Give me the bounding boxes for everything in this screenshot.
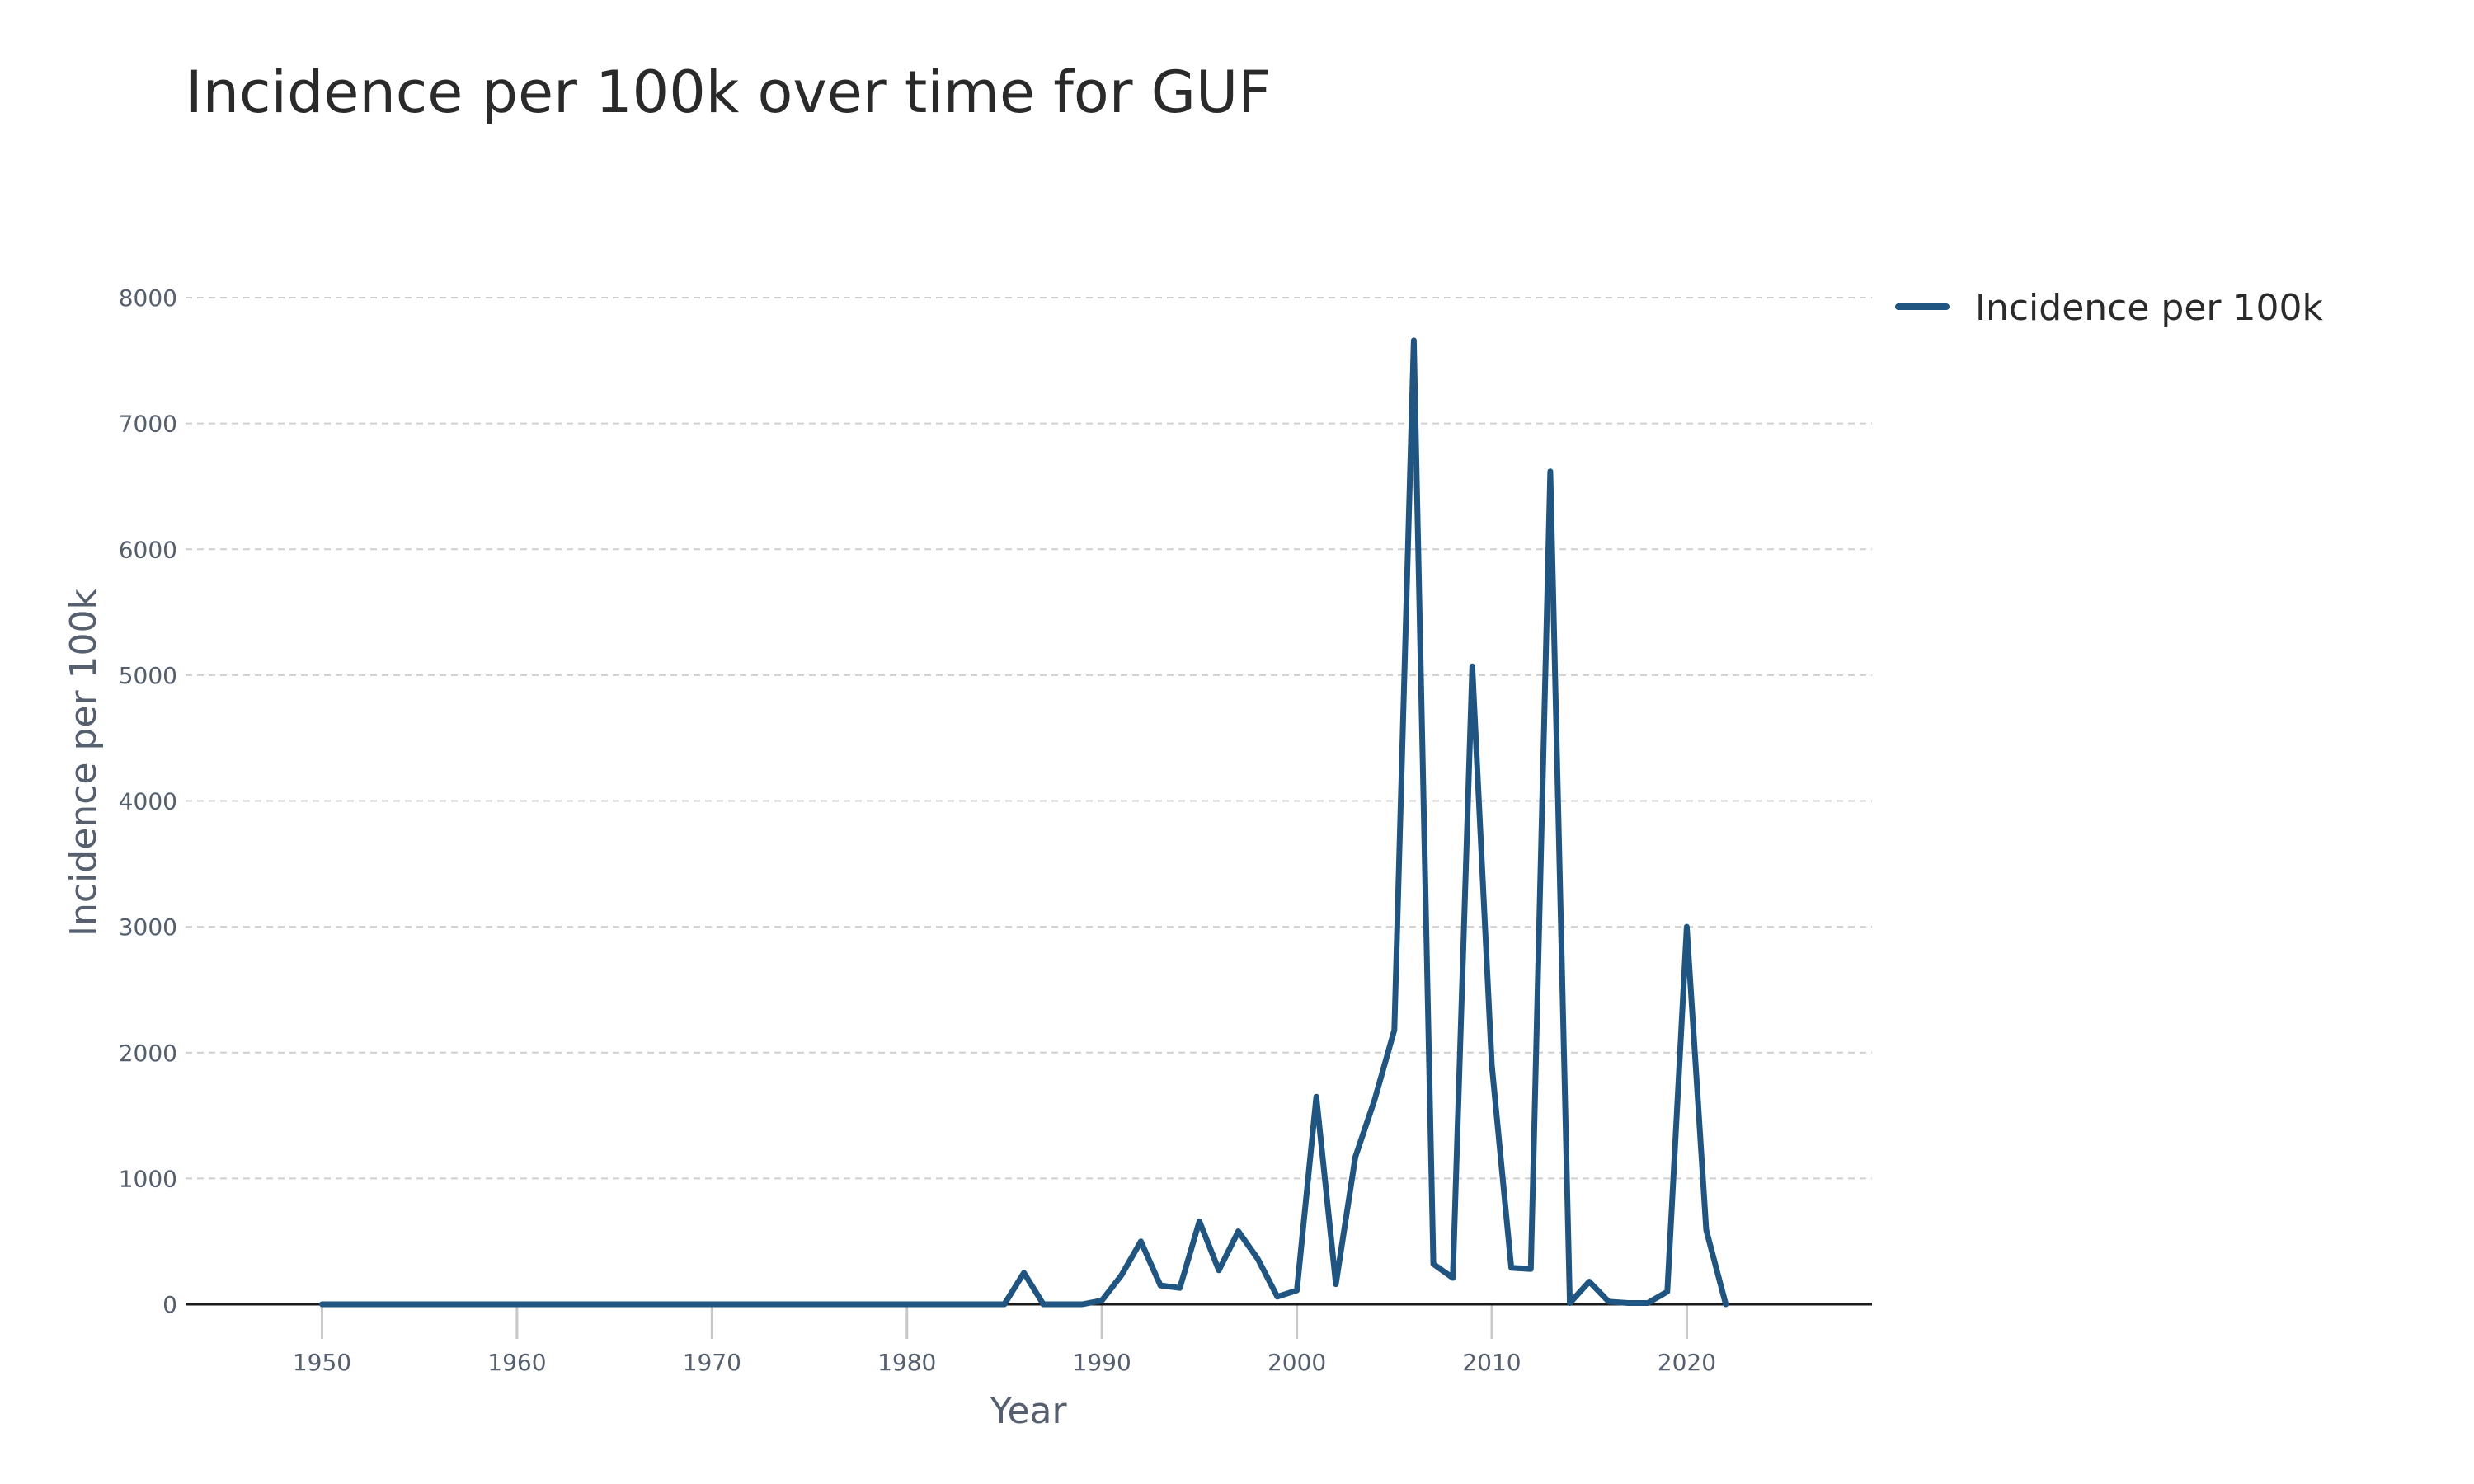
y-tick-label-2000: 2000 — [119, 1040, 177, 1067]
y-tick-label-4000: 4000 — [119, 788, 177, 815]
x-tick-label-1970: 1970 — [683, 1349, 741, 1376]
y-tick-label-3000: 3000 — [119, 913, 177, 941]
y-axis-ticks: 0 1000 2000 3000 4000 5000 6000 7000 8000 — [119, 284, 177, 1318]
x-axis-title: Year — [989, 1390, 1067, 1432]
gridlines — [186, 297, 1872, 1180]
y-tick-label-0: 0 — [162, 1291, 177, 1318]
x-tick-label-2000: 2000 — [1268, 1349, 1326, 1376]
y-tick-label-8000: 8000 — [119, 284, 177, 312]
x-tick-label-2010: 2010 — [1462, 1349, 1521, 1376]
y-tick-label-7000: 7000 — [119, 411, 177, 438]
x-tick-label-1950: 1950 — [293, 1349, 351, 1376]
chart-title: Incidence per 100k over time for GUF — [186, 59, 1272, 126]
x-tick-label-2020: 2020 — [1658, 1349, 1716, 1376]
x-tick-label-1990: 1990 — [1073, 1349, 1131, 1376]
legend[interactable]: Incidence per 100k — [1895, 287, 2323, 329]
series-line-0 — [319, 337, 1729, 1308]
y-axis-title: Incidence per 100k — [63, 589, 105, 937]
y-tick-label-5000: 5000 — [119, 662, 177, 689]
x-axis-ticks: 1950 1960 1970 1980 1990 2000 2010 2020 — [293, 1304, 1716, 1376]
series-group — [319, 337, 1729, 1308]
y-tick-label-1000: 1000 — [119, 1165, 177, 1192]
legend-label: Incidence per 100k — [1975, 287, 2323, 329]
y-tick-label-6000: 6000 — [119, 536, 177, 563]
x-tick-label-1960: 1960 — [487, 1349, 546, 1376]
x-tick-label-1980: 1980 — [877, 1349, 936, 1376]
